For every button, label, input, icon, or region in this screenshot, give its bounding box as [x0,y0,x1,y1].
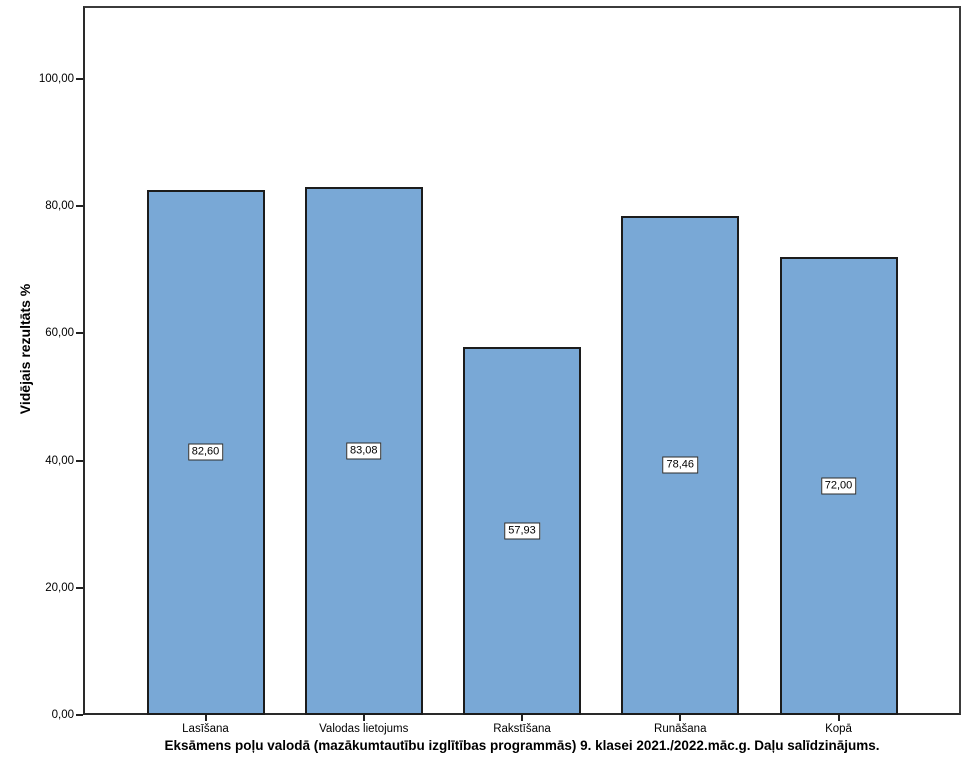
x-axis-category-label: Rakstīšana [493,723,551,735]
y-axis-tick-label: 40,00 [45,454,74,467]
bar-value-label: 83,08 [345,442,382,460]
y-axis-tick-label: 20,00 [45,581,74,594]
bar-value-label: 72,00 [820,477,857,495]
bar-value-label: 57,93 [504,522,540,540]
x-axis-category-label: Valodas lietojums [319,723,409,735]
y-axis-tick-mark [76,586,83,589]
chart-title: Eksāmens poļu valodā (mazākumtautību izg… [164,738,880,753]
x-axis-tick-mark [204,715,207,721]
y-axis-tick-label: 0,00 [51,709,74,721]
y-axis-tick-label: 80,00 [45,200,74,213]
x-axis-category-label: Runāšana [654,723,707,735]
y-axis-tick-mark [76,332,83,335]
x-axis-tick-mark [362,715,365,721]
x-axis-tick-mark [679,715,682,721]
y-axis-tick-mark [76,78,83,80]
bar-value-label: 78,46 [662,456,699,474]
x-axis-tick-mark [837,715,840,721]
y-axis-tick-mark [76,714,83,716]
x-axis-tick-mark [521,715,523,721]
y-axis-tick-mark [76,205,83,208]
x-axis-category-label: Kopā [825,723,852,735]
y-axis-tick-mark [76,459,83,462]
y-axis-tick-label: 60,00 [45,327,74,340]
bar-value-label: 82,60 [187,443,224,461]
y-axis-tick-label: 100,00 [38,73,74,85]
x-axis-category-label: Lasīšana [182,723,229,735]
y-axis-title: Vidējais rezultāts % [17,283,33,415]
